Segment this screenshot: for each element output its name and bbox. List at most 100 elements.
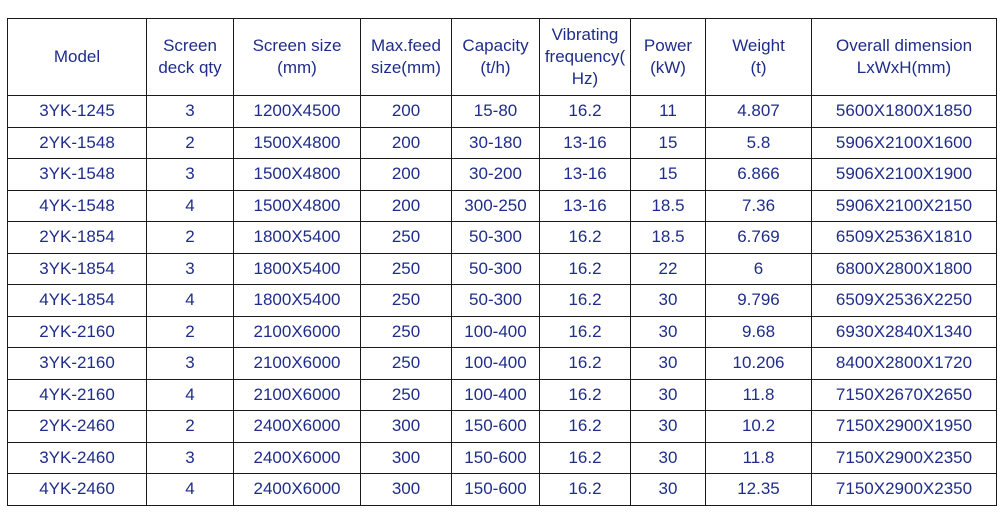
cell-power: 30 xyxy=(630,441,706,474)
cell-model: 2YK-1548 xyxy=(7,126,147,159)
cell-capacity: 50-300 xyxy=(451,252,540,285)
cell-weight: 4.807 xyxy=(705,95,812,128)
cell-screen-deck-qty: 3 xyxy=(146,441,234,474)
cell-capacity: 30-200 xyxy=(451,158,540,191)
cell-model: 3YK-1245 xyxy=(7,95,147,128)
spec-table: Model Screen deck qty Screen size (mm) M… xyxy=(7,18,997,506)
cell-overall-dimension: 6930X2840X1340 xyxy=(811,315,997,348)
cell-screen-deck-qty: 3 xyxy=(146,158,234,191)
cell-model: 2YK-2460 xyxy=(7,410,147,443)
cell-capacity: 50-300 xyxy=(451,221,540,254)
table-row: 2YK-2460 2 2400X6000 300 150-600 16.2 30 10.2 71… xyxy=(7,410,997,443)
cell-max-feed-size: 250 xyxy=(360,221,452,254)
table-row: 4YK-2160 4 2100X6000 250 100-400 16.2 30 11.8 71… xyxy=(7,378,997,411)
cell-vibrating-frequency: 16.2 xyxy=(539,473,631,506)
cell-screen-size: 2100X6000 xyxy=(233,315,361,348)
cell-screen-size: 1800X5400 xyxy=(233,252,361,285)
cell-model: 3YK-1548 xyxy=(7,158,147,191)
cell-capacity: 150-600 xyxy=(451,410,540,443)
cell-model: 4YK-1854 xyxy=(7,284,147,317)
cell-vibrating-frequency: 16.2 xyxy=(539,252,631,285)
cell-screen-size: 2400X6000 xyxy=(233,473,361,506)
table-header-row: Model Screen deck qty Screen size (mm) M… xyxy=(7,18,997,96)
cell-overall-dimension: 5906X2100X2150 xyxy=(811,189,997,222)
cell-screen-size: 1800X5400 xyxy=(233,221,361,254)
cell-capacity: 300-250 xyxy=(451,189,540,222)
cell-power: 30 xyxy=(630,410,706,443)
cell-screen-deck-qty: 4 xyxy=(146,284,234,317)
cell-screen-deck-qty: 3 xyxy=(146,95,234,128)
cell-max-feed-size: 300 xyxy=(360,410,452,443)
cell-max-feed-size: 200 xyxy=(360,126,452,159)
cell-overall-dimension: 5600X1800X1850 xyxy=(811,95,997,128)
cell-max-feed-size: 250 xyxy=(360,252,452,285)
table-row: 2YK-2160 2 2100X6000 250 100-400 16.2 30 9.68 69… xyxy=(7,315,997,348)
cell-model: 3YK-2460 xyxy=(7,441,147,474)
cell-screen-size: 1500X4800 xyxy=(233,158,361,191)
header-weight: Weight (t) xyxy=(705,18,812,96)
cell-screen-deck-qty: 3 xyxy=(146,347,234,380)
cell-weight: 9.796 xyxy=(705,284,812,317)
cell-model: 3YK-1854 xyxy=(7,252,147,285)
cell-model: 4YK-2460 xyxy=(7,473,147,506)
table-row: 4YK-1854 4 1800X5400 250 50-300 16.2 30 9.796 65… xyxy=(7,284,997,317)
header-vibrating-frequency: Vibrating frequency( Hz) xyxy=(539,18,631,96)
cell-weight: 10.206 xyxy=(705,347,812,380)
cell-screen-size: 2100X6000 xyxy=(233,378,361,411)
header-power: Power (kW) xyxy=(630,18,706,96)
cell-screen-deck-qty: 2 xyxy=(146,410,234,443)
cell-capacity: 15-80 xyxy=(451,95,540,128)
cell-overall-dimension: 8400X2800X1720 xyxy=(811,347,997,380)
cell-power: 15 xyxy=(630,126,706,159)
table-row: 3YK-2160 3 2100X6000 250 100-400 16.2 30 10.206… xyxy=(7,347,997,380)
cell-vibrating-frequency: 16.2 xyxy=(539,284,631,317)
cell-max-feed-size: 250 xyxy=(360,315,452,348)
cell-vibrating-frequency: 13-16 xyxy=(539,158,631,191)
cell-capacity: 100-400 xyxy=(451,315,540,348)
cell-max-feed-size: 300 xyxy=(360,441,452,474)
header-max-feed-size: Max.feed size(mm) xyxy=(360,18,452,96)
cell-model: 2YK-1854 xyxy=(7,221,147,254)
table-row: 3YK-1854 3 1800X5400 250 50-300 16.2 22 6 6800X2… xyxy=(7,252,997,285)
cell-vibrating-frequency: 16.2 xyxy=(539,378,631,411)
cell-overall-dimension: 5906X2100X1600 xyxy=(811,126,997,159)
cell-screen-size: 1500X4800 xyxy=(233,189,361,222)
cell-vibrating-frequency: 16.2 xyxy=(539,441,631,474)
header-model: Model xyxy=(7,18,147,96)
cell-vibrating-frequency: 16.2 xyxy=(539,221,631,254)
cell-max-feed-size: 200 xyxy=(360,95,452,128)
cell-max-feed-size: 250 xyxy=(360,378,452,411)
cell-max-feed-size: 200 xyxy=(360,189,452,222)
cell-overall-dimension: 6800X2800X1800 xyxy=(811,252,997,285)
cell-power: 30 xyxy=(630,378,706,411)
cell-screen-deck-qty: 3 xyxy=(146,252,234,285)
cell-weight: 10.2 xyxy=(705,410,812,443)
cell-screen-deck-qty: 4 xyxy=(146,378,234,411)
cell-screen-size: 1800X5400 xyxy=(233,284,361,317)
cell-power: 30 xyxy=(630,347,706,380)
cell-vibrating-frequency: 16.2 xyxy=(539,315,631,348)
cell-screen-size: 2100X6000 xyxy=(233,347,361,380)
cell-screen-size: 2400X6000 xyxy=(233,441,361,474)
cell-weight: 5.8 xyxy=(705,126,812,159)
cell-screen-size: 1200X4500 xyxy=(233,95,361,128)
table-row: 2YK-1548 2 1500X4800 200 30-180 13-16 15 5.8 590… xyxy=(7,126,997,159)
cell-capacity: 100-400 xyxy=(451,347,540,380)
cell-weight: 7.36 xyxy=(705,189,812,222)
cell-screen-deck-qty: 4 xyxy=(146,189,234,222)
cell-power: 18.5 xyxy=(630,221,706,254)
cell-screen-deck-qty: 4 xyxy=(146,473,234,506)
cell-overall-dimension: 7150X2900X1950 xyxy=(811,410,997,443)
cell-weight: 6.866 xyxy=(705,158,812,191)
cell-max-feed-size: 250 xyxy=(360,347,452,380)
cell-model: 2YK-2160 xyxy=(7,315,147,348)
cell-power: 11 xyxy=(630,95,706,128)
cell-vibrating-frequency: 16.2 xyxy=(539,95,631,128)
cell-overall-dimension: 7150X2900X2350 xyxy=(811,441,997,474)
cell-screen-size: 2400X6000 xyxy=(233,410,361,443)
cell-max-feed-size: 200 xyxy=(360,158,452,191)
table-row: 3YK-2460 3 2400X6000 300 150-600 16.2 30 11.8 71… xyxy=(7,441,997,474)
cell-overall-dimension: 7150X2900X2350 xyxy=(811,473,997,506)
cell-screen-size: 1500X4800 xyxy=(233,126,361,159)
cell-weight: 9.68 xyxy=(705,315,812,348)
